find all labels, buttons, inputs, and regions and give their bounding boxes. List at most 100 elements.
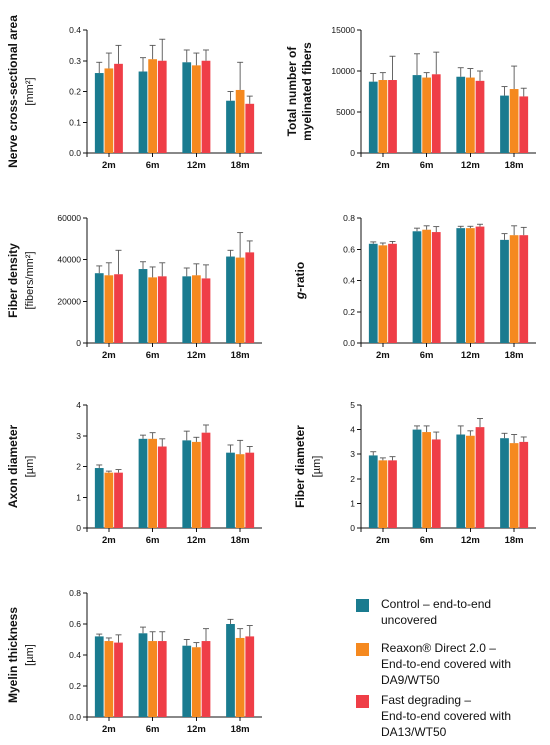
- bar-fast-12m: [201, 60, 211, 153]
- error-bar-control-2m: [96, 464, 103, 469]
- bar-reaxon-2m: [104, 472, 114, 528]
- error-bar-fast-18m: [246, 95, 253, 104]
- error-bar-fast-18m: [520, 226, 527, 236]
- bar-reaxon-18m: [235, 637, 245, 717]
- x-tick-label: 18m: [231, 535, 250, 546]
- legend-label-fast-line-2: End-to-end covered with: [381, 709, 512, 723]
- y-tick-label: 4: [350, 425, 355, 435]
- y-tick-label: 20000: [57, 296, 81, 306]
- bar-fast-18m: [519, 96, 529, 153]
- y-tick-label: 5000: [336, 107, 355, 117]
- error-bar-fast-18m: [246, 625, 253, 637]
- y-axis-title: Nerve cross-sectional area: [6, 15, 20, 168]
- x-tick-label: 2m: [102, 160, 116, 171]
- error-bar-control-6m: [140, 261, 146, 270]
- legend-label-control-line-1: Control – end-to-end: [381, 597, 492, 611]
- x-tick-label: 2m: [376, 350, 390, 361]
- error-bar-fast-2m: [115, 469, 122, 473]
- chart-1: 0.0 0.1 0.2 0.3 0.4 2m 6m 12m 18m Nerve cross-sec…: [6, 15, 262, 171]
- bar-reaxon-18m: [235, 257, 245, 343]
- y-tick-label: 0.4: [69, 650, 81, 660]
- y-tick-label: 0.2: [69, 681, 81, 691]
- x-tick-label: 12m: [461, 160, 480, 171]
- y-axis-unit: [µm]: [24, 456, 36, 478]
- error-bar-control-6m: [140, 434, 146, 439]
- legend-swatch-fast: [356, 695, 369, 708]
- error-bar-reaxon-2m: [105, 637, 112, 642]
- error-bar-control-12m: [457, 425, 464, 435]
- error-bar-reaxon-6m: [423, 425, 430, 433]
- chart-6: 0 1 2 3 4 5 2m 6m 12m 18m Fiber diameter [µm]: [293, 400, 536, 546]
- error-bar-fast-6m: [159, 38, 166, 61]
- y-tick-label: 0.6: [343, 244, 355, 254]
- bar-control-12m: [456, 434, 466, 528]
- error-bar-fast-18m: [246, 446, 253, 453]
- bar-control-6m: [138, 269, 148, 343]
- error-bar-reaxon-2m: [379, 457, 386, 461]
- error-bar-control-18m: [501, 233, 508, 240]
- x-tick-label: 6m: [146, 350, 160, 361]
- x-tick-label: 18m: [231, 724, 250, 735]
- y-tick-label: 5: [350, 400, 355, 410]
- y-tick-label: 60000: [57, 213, 81, 223]
- x-tick-label: 2m: [102, 350, 116, 361]
- bar-fast-12m: [475, 80, 485, 153]
- bar-fast-18m: [245, 636, 255, 717]
- bar-fast-12m: [475, 427, 485, 528]
- bar-fast-6m: [431, 74, 441, 153]
- bar-reaxon-12m: [192, 275, 201, 343]
- y-tick-label: 4: [76, 400, 81, 410]
- error-bar-fast-6m: [433, 431, 440, 440]
- error-bar-fast-2m: [389, 240, 396, 244]
- bar-reaxon-6m: [148, 641, 157, 717]
- x-tick-label: 6m: [420, 350, 434, 361]
- bar-reaxon-2m: [378, 245, 388, 343]
- bar-reaxon-12m: [466, 435, 475, 528]
- error-bar-control-2m: [96, 61, 103, 74]
- error-bar-reaxon-6m: [149, 631, 156, 642]
- legend-label-reaxon-line-2: End-to-end covered with: [381, 657, 512, 671]
- error-bar-fast-6m: [433, 51, 440, 75]
- chart-7: 0.0 0.2 0.4 0.6 0.8 2m 6m 12m 18m Myelin thicknes…: [6, 588, 262, 735]
- x-tick-label: 12m: [461, 350, 480, 361]
- error-bar-control-6m: [140, 57, 146, 72]
- x-tick-label: 18m: [505, 160, 524, 171]
- bar-control-2m: [94, 273, 104, 343]
- bar-control-12m: [182, 440, 192, 528]
- chart-4: 0.0 0.2 0.4 0.6 0.8 2m 6m 12m 18m g-ratio: [293, 213, 536, 361]
- y-tick-label: 3: [350, 449, 355, 459]
- error-bar-control-12m: [183, 49, 190, 63]
- error-bar-reaxon-12m: [193, 263, 200, 276]
- y-tick-label: 2: [350, 474, 355, 484]
- error-bar-fast-2m: [115, 249, 122, 275]
- error-bar-control-6m: [414, 227, 420, 232]
- error-bar-fast-18m: [246, 240, 253, 253]
- legend-label-fast-line-3: DA13/WT50: [381, 725, 447, 739]
- error-bar-control-18m: [227, 249, 234, 257]
- y-tick-label: 0.8: [343, 213, 355, 223]
- error-bar-reaxon-12m: [193, 642, 200, 648]
- bar-reaxon-18m: [235, 89, 245, 153]
- bar-reaxon-12m: [466, 77, 475, 153]
- y-axis-title: Fiber density: [6, 243, 20, 318]
- x-tick-label: 6m: [420, 535, 434, 546]
- legend-label-reaxon-line-1: Reaxon® Direct 2.0 –: [381, 641, 496, 655]
- bar-control-6m: [138, 633, 148, 717]
- error-bar-reaxon-2m: [379, 72, 386, 81]
- error-bar-reaxon-18m: [511, 434, 518, 444]
- error-bar-fast-12m: [203, 424, 209, 433]
- bar-fast-18m: [519, 235, 529, 343]
- error-bar-fast-6m: [433, 226, 440, 233]
- error-bar-fast-6m: [159, 438, 166, 447]
- error-bar-control-18m: [501, 86, 508, 96]
- error-bar-fast-2m: [389, 55, 396, 81]
- legend-swatch-control: [356, 599, 369, 612]
- bar-fast-2m: [388, 80, 397, 153]
- y-tick-label: 0.6: [69, 619, 81, 629]
- x-tick-label: 18m: [505, 350, 524, 361]
- error-bar-control-2m: [370, 73, 377, 82]
- bar-fast-6m: [157, 60, 167, 153]
- x-tick-label: 6m: [146, 724, 160, 735]
- bar-reaxon-2m: [378, 80, 388, 153]
